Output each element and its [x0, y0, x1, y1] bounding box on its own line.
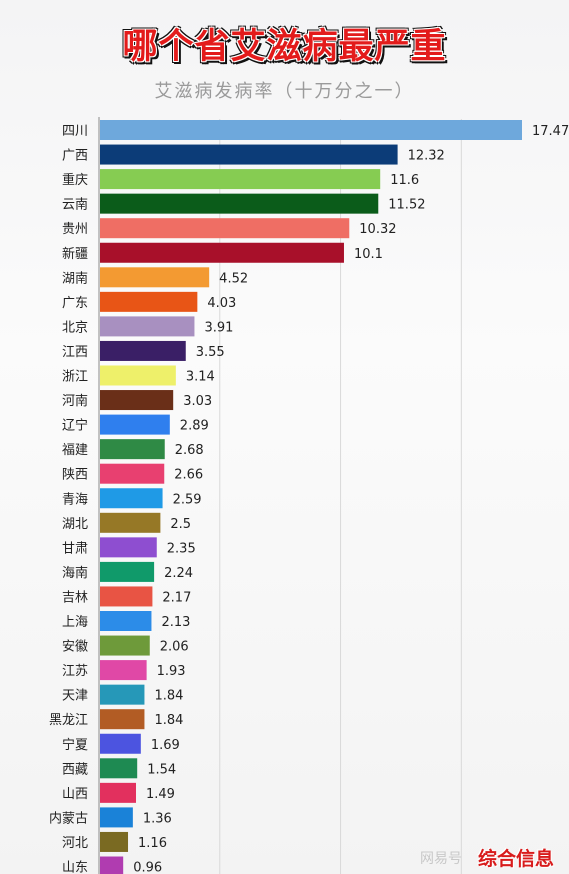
value-label: 2.89: [180, 419, 209, 434]
category-label: 福建: [62, 443, 88, 458]
category-label: 甘肃: [62, 541, 88, 556]
bar: [100, 414, 170, 435]
bar: [100, 340, 186, 361]
value-label: 2.66: [174, 468, 203, 483]
bar: [100, 120, 522, 140]
category-label: 北京: [62, 320, 88, 335]
bar: [100, 856, 124, 874]
bar: [100, 611, 152, 631]
value-label: 2.68: [175, 443, 204, 458]
bar: [100, 463, 165, 484]
category-label: 宁夏: [62, 737, 88, 753]
value-label: 1.93: [157, 664, 186, 679]
category-label: 内蒙古: [49, 810, 88, 826]
bar: [100, 390, 174, 411]
category-label: 河北: [62, 836, 88, 851]
bar: [100, 144, 398, 165]
category-label: 河南: [62, 393, 88, 409]
category-label: 西藏: [62, 762, 88, 777]
bar: [100, 635, 150, 656]
bar: [100, 193, 379, 214]
category-label: 黑龙江: [49, 713, 88, 728]
bar: [100, 733, 141, 754]
value-label: 3.91: [204, 320, 233, 335]
bar: [100, 218, 350, 239]
value-label: 0.96: [133, 861, 162, 874]
bar: [100, 291, 198, 312]
value-label: 2.13: [161, 615, 190, 630]
bar: [100, 586, 153, 607]
category-label: 山西: [62, 787, 88, 802]
bar: [100, 512, 161, 533]
value-label: 2.24: [164, 566, 193, 581]
category-label: 辽宁: [62, 418, 88, 434]
value-label: 12.32: [408, 149, 445, 164]
category-label: 贵州: [62, 222, 88, 237]
value-label: 11.52: [388, 198, 425, 213]
watermark-brand: 综合信息: [478, 848, 555, 870]
bar: [100, 242, 344, 263]
category-label: 安徽: [62, 640, 88, 655]
value-label: 1.54: [147, 762, 176, 777]
value-label: 3.03: [183, 394, 212, 409]
category-label: 新疆: [62, 246, 88, 262]
value-label: 3.55: [196, 345, 225, 360]
value-label: 1.69: [151, 738, 180, 753]
bar: [100, 684, 145, 705]
value-label: 1.49: [146, 787, 175, 802]
value-label: 1.16: [138, 836, 167, 851]
category-label: 陕西: [62, 468, 88, 483]
bar: [100, 267, 210, 288]
value-label: 3.14: [186, 370, 215, 385]
value-label: 4.03: [207, 296, 236, 311]
chart-subtitle: 艾滋病发病率（十万分之一）: [154, 81, 415, 102]
value-label: 2.5: [170, 517, 191, 532]
category-label: 青海: [62, 492, 88, 507]
category-label: 湖北: [62, 517, 88, 532]
value-label: 4.52: [219, 271, 248, 286]
value-label: 2.17: [162, 590, 191, 605]
watermark-source: 网易号: [420, 851, 462, 867]
category-label: 天津: [62, 689, 88, 704]
value-label: 2.59: [173, 492, 202, 507]
value-label: 1.84: [154, 713, 183, 728]
category-label: 江西: [62, 345, 88, 360]
category-label: 吉林: [62, 590, 88, 605]
chart-title: 哪个省艾滋病最严重: [122, 27, 447, 67]
bar: [100, 365, 176, 386]
category-label: 山东: [62, 861, 88, 874]
category-label: 重庆: [62, 172, 88, 188]
category-label: 江苏: [62, 663, 88, 679]
bar: [100, 660, 147, 681]
category-label: 四川: [62, 124, 88, 139]
category-label: 广东: [62, 296, 88, 311]
value-label: 2.35: [167, 541, 196, 556]
bar: [100, 488, 163, 509]
category-label: 湖南: [62, 270, 88, 286]
value-label: 11.6: [390, 173, 419, 188]
bar: [100, 831, 129, 852]
bar: [100, 758, 138, 779]
bar: [100, 709, 145, 730]
bar: [100, 169, 381, 190]
category-label: 云南: [62, 197, 88, 213]
category-label: 上海: [62, 615, 88, 630]
value-label: 17.47: [532, 124, 569, 139]
value-label: 1.36: [143, 811, 172, 826]
bar: [100, 316, 195, 337]
bar: [100, 439, 165, 460]
value-label: 1.84: [154, 689, 183, 704]
value-label: 10.32: [359, 222, 396, 237]
category-label: 广西: [62, 149, 88, 164]
value-label: 10.1: [354, 247, 383, 262]
category-label: 浙江: [62, 370, 88, 385]
category-label: 海南: [62, 565, 88, 581]
value-label: 2.06: [160, 640, 189, 655]
bar: [100, 782, 136, 803]
bar: [100, 561, 155, 582]
bar: [100, 537, 157, 558]
bar: [100, 807, 133, 828]
